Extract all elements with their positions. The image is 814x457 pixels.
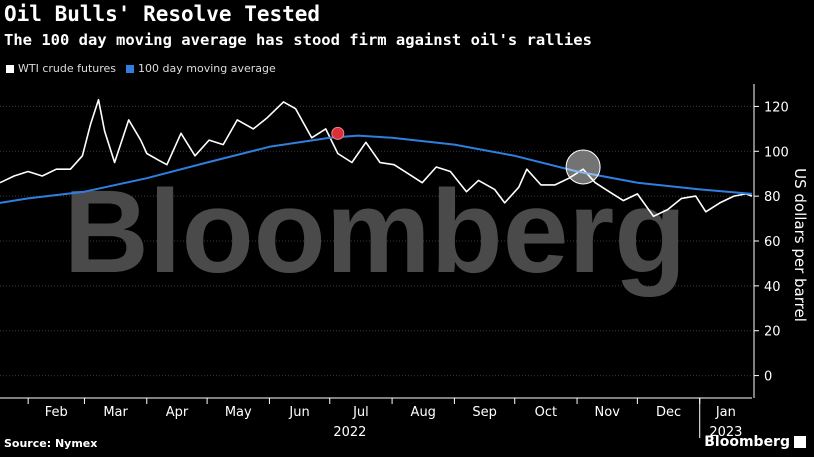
legend-label-ma: 100 day moving average bbox=[138, 62, 276, 75]
chart-subtitle: The 100 day moving average has stood fir… bbox=[4, 31, 592, 49]
legend-swatch-wti bbox=[6, 64, 14, 73]
y-axis: 0 20 40 60 80 100 120 bbox=[753, 84, 789, 398]
markers bbox=[331, 126, 601, 185]
series-line-ma bbox=[0, 134, 753, 204]
y-tick-label: 0 bbox=[764, 370, 772, 385]
x-tick-label: Apr bbox=[166, 405, 189, 420]
legend-item-wti: WTI crude futures bbox=[6, 62, 116, 75]
x-tick-label: Dec bbox=[656, 405, 681, 420]
x-axis: Feb Mar Apr May Jun Jul Aug Sep Oct Nov Dec Jan 2022… bbox=[0, 397, 752, 440]
x-tick-label: Oct bbox=[535, 405, 557, 420]
series-line-wti bbox=[0, 98, 753, 218]
x-tick-label: Aug bbox=[411, 405, 436, 420]
legend-item-ma: 100 day moving average bbox=[126, 62, 276, 75]
y-tick-label: 120 bbox=[764, 100, 789, 115]
brand-name: Bloomberg bbox=[704, 434, 790, 450]
y-axis-label: US dollars per barrel bbox=[791, 168, 809, 322]
x-tick-label: May bbox=[225, 405, 252, 420]
y-tick-label: 60 bbox=[764, 235, 781, 250]
x-tick-label: Jan bbox=[715, 405, 736, 420]
marker-highlight-circle bbox=[565, 149, 601, 185]
year-label: 2023 bbox=[709, 425, 742, 440]
x-tick-label: Mar bbox=[103, 405, 128, 420]
x-tick-label: Feb bbox=[45, 405, 68, 420]
marker-red-dot bbox=[331, 126, 345, 140]
series-lines bbox=[0, 98, 753, 218]
legend-swatch-ma bbox=[126, 64, 135, 73]
y-tick-label: 20 bbox=[764, 325, 781, 340]
legend: WTI crude futures 100 day moving average bbox=[6, 62, 276, 75]
x-tick-label: Jun bbox=[288, 405, 309, 420]
bloomberg-chart-icon bbox=[794, 436, 806, 448]
x-tick-label: Sep bbox=[472, 405, 497, 420]
y-tick-label: 100 bbox=[764, 145, 789, 160]
source-note: Source: Nymex bbox=[4, 437, 98, 450]
y-tick-label: 80 bbox=[764, 190, 781, 205]
y-tick-label: 40 bbox=[764, 280, 781, 295]
chart-title: Oil Bulls' Resolve Tested bbox=[4, 2, 321, 26]
watermark-text: Bloomberg bbox=[64, 166, 687, 298]
brand-logo: Bloomberg bbox=[704, 434, 806, 450]
x-tick-label: Jul bbox=[352, 405, 369, 420]
legend-label-wti: WTI crude futures bbox=[18, 62, 117, 75]
year-label: 2022 bbox=[333, 425, 366, 440]
x-tick-label: Nov bbox=[595, 405, 621, 420]
